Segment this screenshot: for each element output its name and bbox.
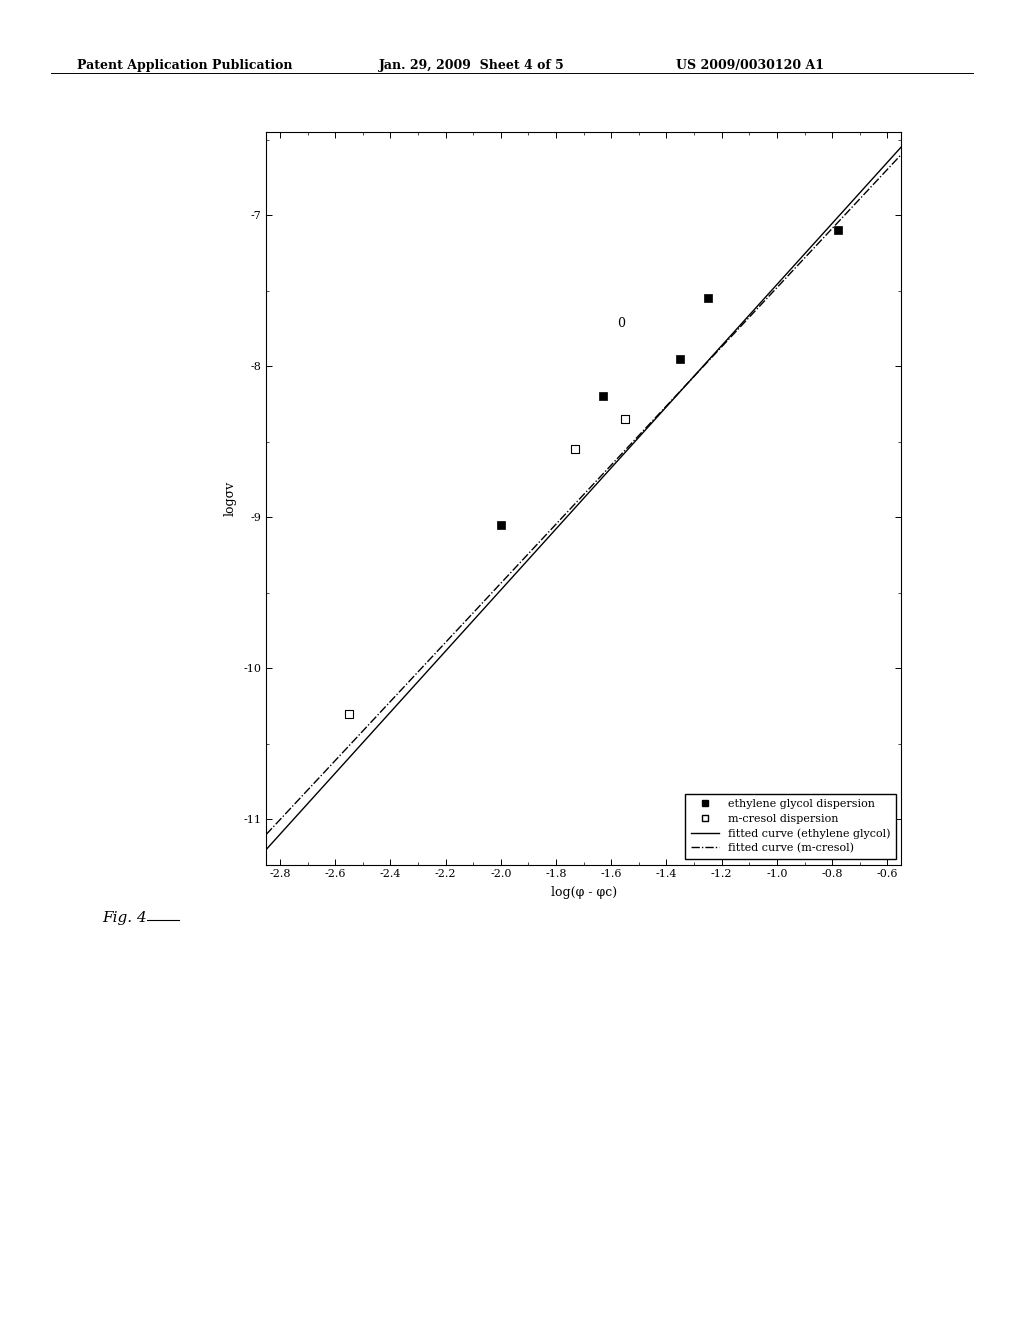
Text: US 2009/0030120 A1: US 2009/0030120 A1 [676, 59, 824, 73]
Text: 0: 0 [616, 317, 625, 330]
Text: Patent Application Publication: Patent Application Publication [77, 59, 292, 73]
Point [699, 288, 716, 309]
Point [829, 219, 846, 240]
Point [567, 438, 584, 459]
Text: Jan. 29, 2009  Sheet 4 of 5: Jan. 29, 2009 Sheet 4 of 5 [379, 59, 564, 73]
Y-axis label: logσv: logσv [223, 480, 237, 516]
Point [493, 515, 509, 536]
Point [595, 385, 611, 407]
Legend: ethylene glycol dispersion, m-cresol dispersion, fitted curve (ethylene glycol),: ethylene glycol dispersion, m-cresol dis… [685, 793, 896, 859]
Text: Fig. 4: Fig. 4 [102, 911, 147, 925]
X-axis label: log(φ - φc): log(φ - φc) [551, 887, 616, 899]
Point [672, 348, 688, 370]
Point [616, 408, 633, 429]
Point [341, 704, 357, 725]
